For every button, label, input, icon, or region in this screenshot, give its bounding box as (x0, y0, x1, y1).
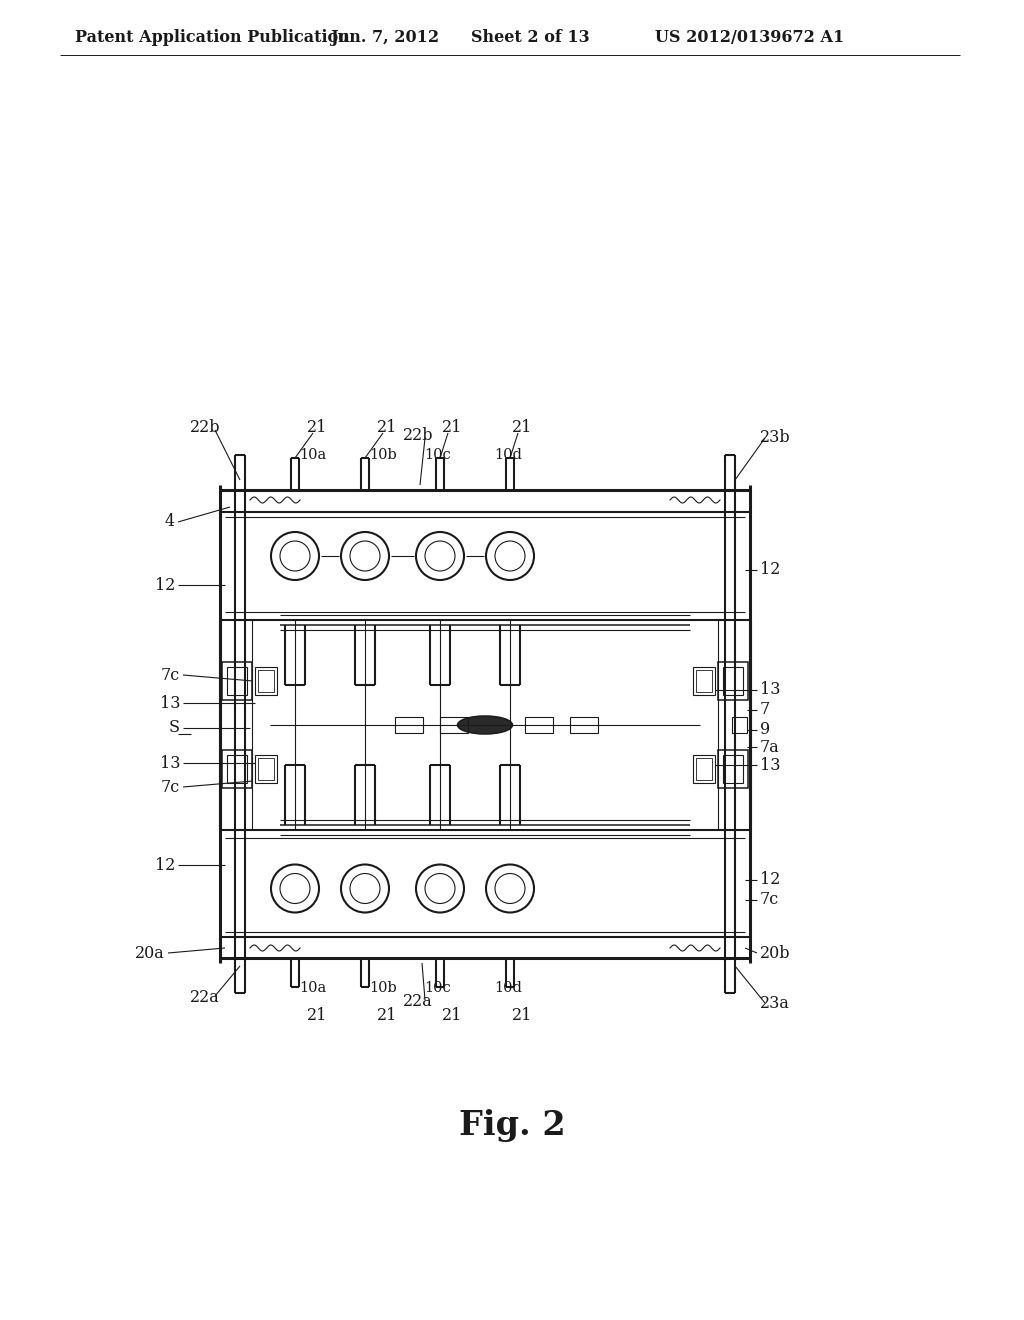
Bar (395, 717, 423, 733)
Text: Fig. 2: Fig. 2 (459, 1109, 565, 1142)
Text: 22a: 22a (403, 994, 433, 1011)
Text: 4: 4 (165, 513, 175, 531)
Bar (222, 663, 252, 700)
Text: 21: 21 (512, 418, 532, 436)
Text: 13: 13 (760, 681, 780, 698)
Bar (718, 750, 748, 788)
Text: 7a: 7a (760, 738, 779, 755)
Text: 21: 21 (307, 1006, 328, 1023)
Bar (696, 758, 712, 780)
Text: 21: 21 (441, 418, 462, 436)
Text: 10b: 10b (369, 447, 397, 462)
Text: 12: 12 (155, 857, 175, 874)
Text: 13: 13 (160, 694, 180, 711)
Text: 23a: 23a (760, 995, 790, 1012)
Text: 21: 21 (377, 418, 397, 436)
Text: 12: 12 (760, 561, 780, 578)
Bar (718, 663, 748, 700)
Text: 22a: 22a (190, 990, 220, 1006)
Bar (723, 667, 743, 696)
Text: 10d: 10d (494, 981, 522, 995)
Bar (693, 667, 715, 696)
Text: 23b: 23b (760, 429, 791, 446)
Text: 10a: 10a (299, 981, 327, 995)
Bar (723, 755, 743, 783)
Text: 10d: 10d (494, 447, 522, 462)
Text: Patent Application Publication: Patent Application Publication (75, 29, 350, 45)
Text: S: S (169, 719, 180, 737)
Text: 10b: 10b (369, 981, 397, 995)
Text: 7c: 7c (161, 667, 180, 684)
Bar (258, 758, 274, 780)
Bar (227, 755, 247, 783)
Text: 9: 9 (760, 722, 770, 738)
Text: 21: 21 (441, 1006, 462, 1023)
Text: 13: 13 (160, 755, 180, 771)
Text: 7c: 7c (161, 779, 180, 796)
Text: 20b: 20b (760, 945, 791, 961)
Text: Sheet 2 of 13: Sheet 2 of 13 (471, 29, 590, 45)
Text: Jun. 7, 2012: Jun. 7, 2012 (331, 29, 439, 45)
Bar (693, 755, 715, 783)
Text: 7: 7 (760, 701, 770, 718)
Text: 21: 21 (512, 1006, 532, 1023)
Text: 7c: 7c (760, 891, 779, 908)
Text: 12: 12 (155, 577, 175, 594)
Text: 21: 21 (307, 418, 328, 436)
Text: 20a: 20a (135, 945, 165, 961)
Text: US 2012/0139672 A1: US 2012/0139672 A1 (655, 29, 845, 45)
Ellipse shape (458, 715, 512, 734)
Text: 22b: 22b (189, 420, 220, 437)
Text: 10a: 10a (299, 447, 327, 462)
Text: 13: 13 (760, 756, 780, 774)
Bar (258, 671, 274, 692)
Bar (255, 755, 278, 783)
Bar (255, 667, 278, 696)
Bar (525, 717, 553, 733)
Bar (222, 750, 252, 788)
Bar (570, 717, 598, 733)
Text: 10c: 10c (425, 447, 452, 462)
Bar (227, 667, 247, 696)
Text: 10c: 10c (425, 981, 452, 995)
Bar (732, 717, 746, 733)
Text: 22b: 22b (402, 428, 433, 445)
Bar (440, 717, 468, 733)
Bar (696, 671, 712, 692)
Text: 12: 12 (760, 871, 780, 888)
Text: 21: 21 (377, 1006, 397, 1023)
